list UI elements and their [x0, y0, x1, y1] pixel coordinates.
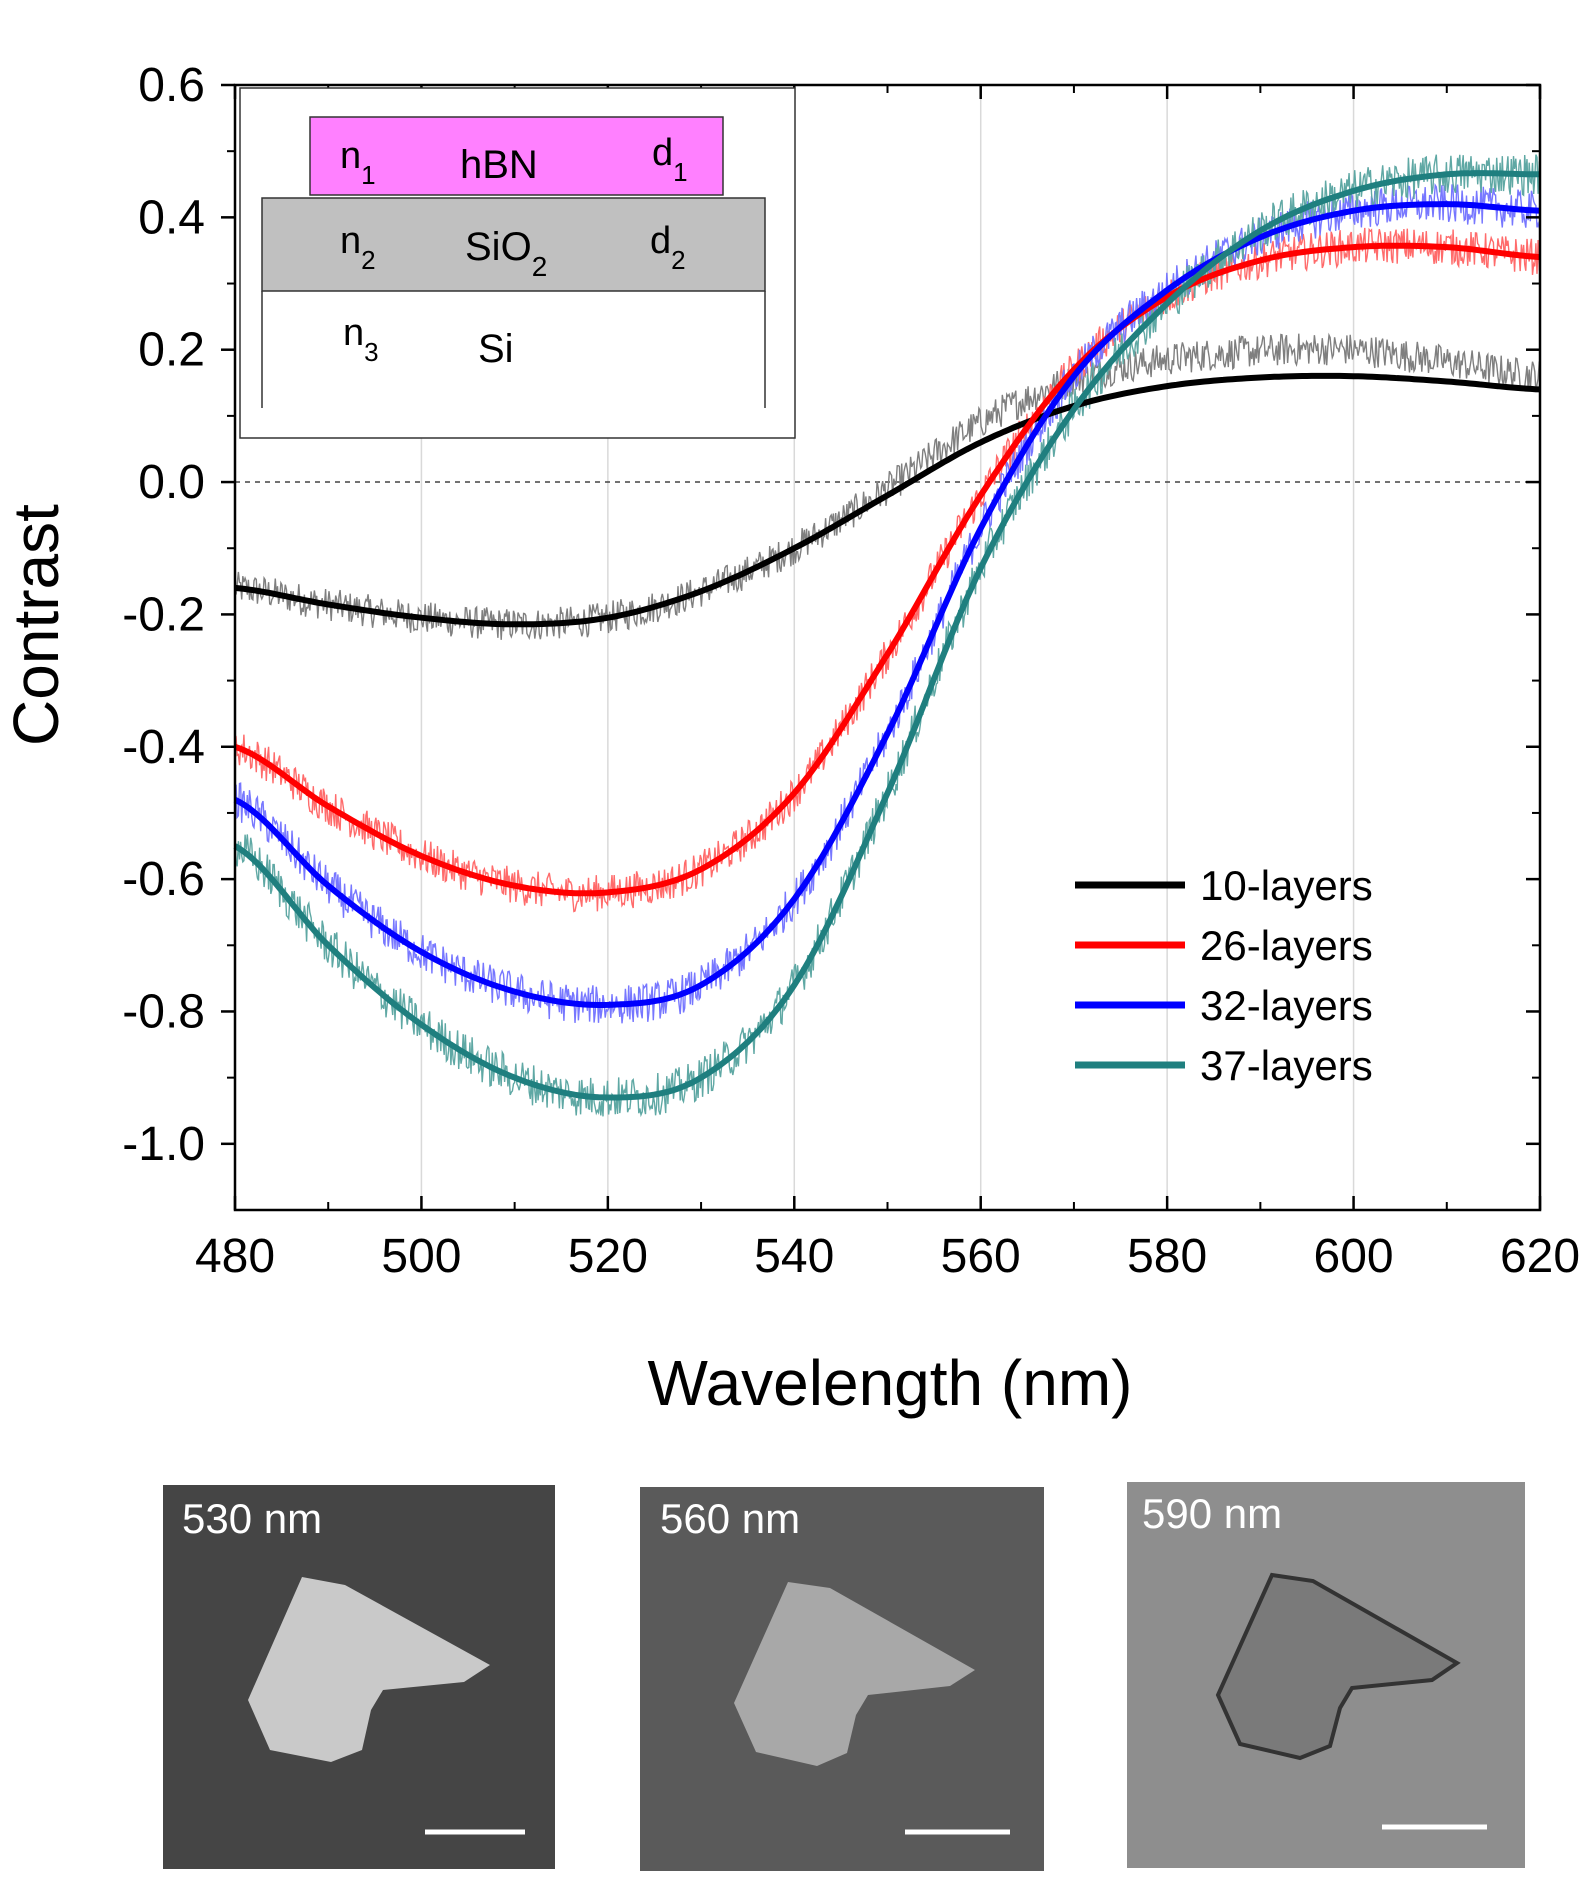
layer2-thickness: d2 [650, 220, 686, 275]
layer1-material: hBN [460, 143, 538, 187]
series-group [233, 154, 1541, 1118]
y-tick-label: -0.8 [122, 985, 205, 1038]
fit-line-37-layers [233, 170, 1540, 1101]
micrograph-560nm: 560 nm [640, 1487, 1044, 1871]
y-tick-label: -0.2 [122, 588, 205, 641]
micrograph-590nm: 590 nm [1127, 1482, 1525, 1868]
micrograph-label: 560 nm [660, 1495, 800, 1542]
legend-label-10-layers: 10-layers [1200, 862, 1373, 909]
layer3-index: n3 [343, 312, 379, 367]
x-axis-label: Wavelength (nm) [648, 1347, 1133, 1419]
fit-line-32-layers [233, 201, 1541, 1008]
layer-stack-inset: n1 hBN d1 n2 SiO2 d2 n3 Si [239, 87, 796, 439]
y-tick-label: 0.6 [138, 59, 205, 112]
layer2-material: SiO2 [465, 225, 547, 282]
y-tick-label: -0.4 [122, 721, 205, 774]
x-tick-label: 480 [195, 1230, 275, 1283]
x-tick-label: 580 [1127, 1230, 1207, 1283]
sio2-layer [261, 197, 766, 292]
x-tick-label: 500 [381, 1230, 461, 1283]
legend-label-32-layers: 32-layers [1200, 982, 1373, 1029]
layer3-material: Si [478, 327, 514, 371]
layer2-index: n2 [340, 220, 376, 275]
plot-area: 480 500 520 540 560 580 600 620 -1.0 -0.8 -0.6 -0.4… [122, 59, 1580, 1283]
fit-line-10-layers [234, 372, 1541, 628]
flake-shape [734, 1582, 975, 1766]
x-tick-label: 520 [568, 1230, 648, 1283]
hbn-layer [309, 116, 724, 196]
y-tick-label: 0.2 [138, 324, 205, 377]
micrograph-label: 590 nm [1142, 1490, 1282, 1537]
y-tick-label: -1.0 [122, 1118, 205, 1171]
y-tick-label: 0.0 [138, 456, 205, 509]
legend: 10-layers 26-layers 32-layers 37-layers [1075, 862, 1373, 1089]
x-tick-label: 620 [1500, 1230, 1580, 1283]
flake-shape [1215, 1572, 1461, 1761]
layer1-thickness: d1 [652, 132, 688, 187]
legend-label-26-layers: 26-layers [1200, 922, 1373, 969]
x-tick-label: 560 [941, 1230, 1021, 1283]
legend-label-37-layers: 37-layers [1200, 1042, 1373, 1089]
micrograph-530nm: 530 nm [163, 1485, 555, 1869]
x-tick-label: 600 [1314, 1230, 1394, 1283]
y-tick-label: -0.6 [122, 853, 205, 906]
layer1-index: n1 [340, 135, 376, 190]
micrograph-label: 530 nm [182, 1495, 322, 1542]
y-axis-label: Contrast [0, 504, 72, 746]
y-tick-label: 0.4 [138, 191, 205, 244]
ticks: 480 500 520 540 560 580 600 620 -1.0 -0.8 -0.6 -0.4… [122, 59, 1580, 1283]
fit-line-26-layers [234, 242, 1541, 897]
x-tick-label: 540 [754, 1230, 834, 1283]
flake-shape [248, 1577, 490, 1762]
